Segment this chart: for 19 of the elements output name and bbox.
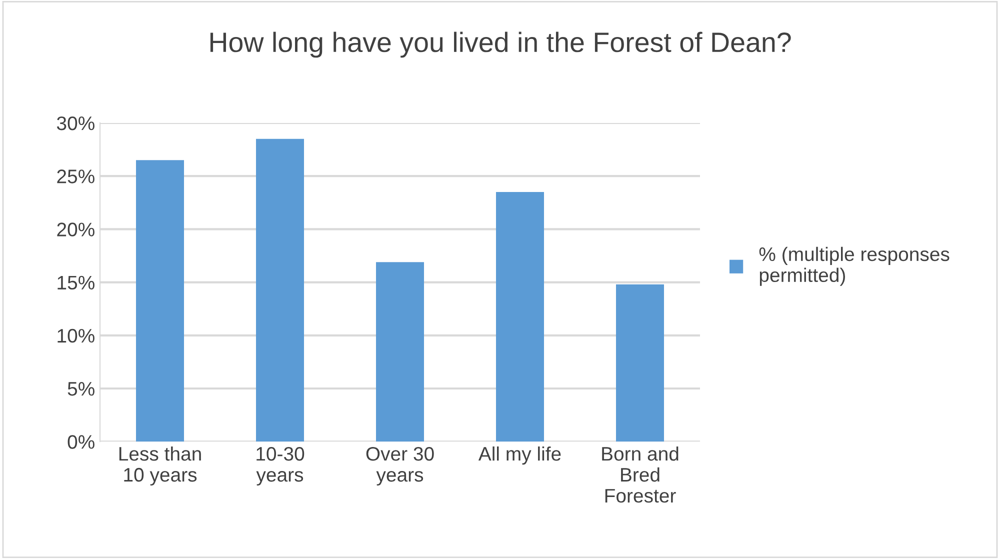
y-tick-label: 10% [58,328,94,343]
bar [136,160,184,442]
x-tick-label: Less than 10 years [119,446,201,486]
y-tick-label: 20% [57,222,94,236]
bar [376,262,424,442]
y-tick-label: 5% [68,382,94,396]
x-tick-label: All my life [478,446,561,465]
x-tick-label: Over 30 years [366,446,434,486]
y-tick-label: 30% [56,116,94,130]
x-tick-label: Born and Bred Forester [602,446,678,503]
bar [616,284,664,442]
legend-label: % (multiple responses permitted) [759,246,950,286]
y-tick-label: 25% [57,170,94,184]
y-tick-label: 0% [68,435,94,449]
bar [496,192,544,442]
y-tick-label: 15% [58,276,94,290]
bar [256,138,304,442]
chart-title: How long have you lived in the Forest of Dean? [210,32,791,58]
x-tick-label: 10-30 years [256,446,304,486]
